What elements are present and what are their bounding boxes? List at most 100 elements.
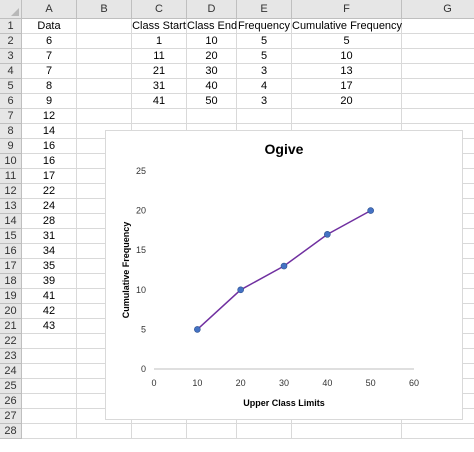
cell-a7[interactable]: 12 [22,109,77,124]
cell-a10[interactable]: 16 [22,154,77,169]
cell-g2[interactable] [402,34,474,49]
row-header-13[interactable]: 13 [0,199,22,214]
row-header-5[interactable]: 5 [0,79,22,94]
cell-a14[interactable]: 28 [22,214,77,229]
cell-a15[interactable]: 31 [22,229,77,244]
row-header-2[interactable]: 2 [0,34,22,49]
cell-g1[interactable] [402,19,474,34]
cell-f4[interactable]: 13 [292,64,402,79]
cell-a5[interactable]: 8 [22,79,77,94]
column-header-f[interactable]: F [292,0,402,19]
cell-b5[interactable] [77,79,132,94]
cell-d2[interactable]: 10 [187,34,237,49]
cell-a23[interactable] [22,349,77,364]
cell-c7[interactable] [132,109,187,124]
cell-a12[interactable]: 22 [22,184,77,199]
cell-g6[interactable] [402,94,474,109]
row-header-3[interactable]: 3 [0,49,22,64]
row-header-16[interactable]: 16 [0,244,22,259]
row-header-18[interactable]: 18 [0,274,22,289]
cell-e4[interactable]: 3 [237,64,292,79]
row-header-28[interactable]: 28 [0,424,22,439]
row-header-25[interactable]: 25 [0,379,22,394]
row-header-21[interactable]: 21 [0,319,22,334]
cell-d1[interactable]: Class End [187,19,238,34]
cell-e5[interactable]: 4 [237,79,292,94]
cell-f3[interactable]: 10 [292,49,402,64]
row-header-27[interactable]: 27 [0,409,22,424]
row-header-14[interactable]: 14 [0,214,22,229]
row-header-4[interactable]: 4 [0,64,22,79]
cell-f7[interactable] [292,109,402,124]
cell-g3[interactable] [402,49,474,64]
cell-a11[interactable]: 17 [22,169,77,184]
cell-a20[interactable]: 42 [22,304,77,319]
cell-a26[interactable] [22,394,77,409]
cell-a16[interactable]: 34 [22,244,77,259]
row-header-11[interactable]: 11 [0,169,22,184]
cell-a1[interactable]: Data [22,19,77,34]
column-header-d[interactable]: D [187,0,237,19]
cell-b2[interactable] [77,34,132,49]
column-header-e[interactable]: E [237,0,292,19]
column-header-a[interactable]: A [22,0,77,19]
cell-b1[interactable] [77,19,132,34]
cell-d5[interactable]: 40 [187,79,237,94]
cell-a22[interactable] [22,334,77,349]
row-header-6[interactable]: 6 [0,94,22,109]
cell-d4[interactable]: 30 [187,64,237,79]
cell-a28[interactable] [22,424,77,439]
cell-f5[interactable]: 17 [292,79,402,94]
cell-a13[interactable]: 24 [22,199,77,214]
cell-d28[interactable] [187,424,237,439]
cell-a2[interactable]: 6 [22,34,77,49]
cell-e6[interactable]: 3 [237,94,292,109]
cell-b4[interactable] [77,64,132,79]
row-header-17[interactable]: 17 [0,259,22,274]
cell-g4[interactable] [402,64,474,79]
cell-d7[interactable] [187,109,237,124]
row-header-1[interactable]: 1 [0,19,22,34]
chart-area[interactable]: Ogive 0 10 20 30 40 50 60 0 5 10 15 20 25 Upper Class … [105,130,463,420]
row-header-9[interactable]: 9 [0,139,22,154]
cell-f1[interactable]: Cumulative Frequency [292,19,403,34]
cell-c1[interactable]: Class Start [132,19,187,34]
row-header-10[interactable]: 10 [0,154,22,169]
cell-a21[interactable]: 43 [22,319,77,334]
cell-g28[interactable] [402,424,474,439]
row-header-12[interactable]: 12 [0,184,22,199]
cell-b28[interactable] [77,424,132,439]
row-header-24[interactable]: 24 [0,364,22,379]
cell-a8[interactable]: 14 [22,124,77,139]
cell-a24[interactable] [22,364,77,379]
select-all-corner[interactable] [0,0,22,19]
cell-a27[interactable] [22,409,77,424]
cell-a19[interactable]: 41 [22,289,77,304]
row-header-19[interactable]: 19 [0,289,22,304]
cell-d3[interactable]: 20 [187,49,237,64]
cell-f28[interactable] [292,424,402,439]
cell-a18[interactable]: 39 [22,274,77,289]
cell-f2[interactable]: 5 [292,34,402,49]
row-header-26[interactable]: 26 [0,394,22,409]
cell-f6[interactable]: 20 [292,94,402,109]
cell-a4[interactable]: 7 [22,64,77,79]
cell-b7[interactable] [77,109,132,124]
row-header-8[interactable]: 8 [0,124,22,139]
cell-e28[interactable] [237,424,292,439]
cell-c2[interactable]: 1 [132,34,187,49]
row-header-22[interactable]: 22 [0,334,22,349]
cell-a25[interactable] [22,379,77,394]
cell-a3[interactable]: 7 [22,49,77,64]
column-header-b[interactable]: B [77,0,132,19]
cell-c6[interactable]: 41 [132,94,187,109]
cell-g7[interactable] [402,109,474,124]
cell-c5[interactable]: 31 [132,79,187,94]
cell-d6[interactable]: 50 [187,94,237,109]
cell-g27[interactable] [402,409,474,424]
cell-a6[interactable]: 9 [22,94,77,109]
column-header-g[interactable]: G [402,0,474,19]
cell-a9[interactable]: 16 [22,139,77,154]
row-header-23[interactable]: 23 [0,349,22,364]
cell-e1[interactable]: Frequency [237,19,292,34]
